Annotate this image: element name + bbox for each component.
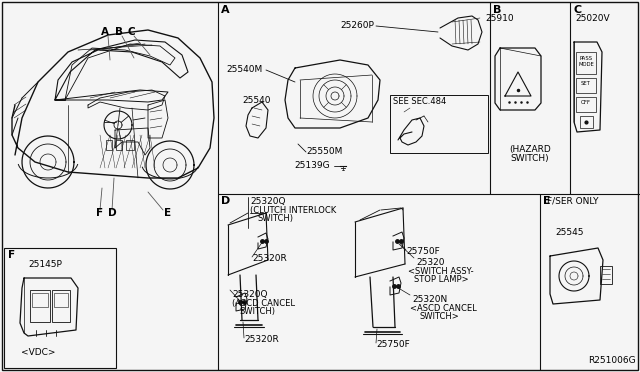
Text: OFF: OFF [581,100,591,105]
Text: 25320R: 25320R [252,254,287,263]
Text: 25320R: 25320R [244,335,279,344]
Bar [576,52,596,74]
Text: 25320N: 25320N [412,295,447,304]
Text: (ASCD CANCEL: (ASCD CANCEL [232,299,295,308]
Text: B: B [115,27,123,37]
Text: 25139G: 25139G [294,161,330,170]
Text: F: F [8,250,15,260]
Text: SEE SEC.484: SEE SEC.484 [393,97,446,106]
Bar [4,248,116,368]
Text: 25320Q: 25320Q [250,197,285,206]
Text: STOP LAMP>: STOP LAMP> [414,275,468,284]
Bar [30,290,50,322]
Text: 25260P: 25260P [340,22,374,31]
Text: <SWITCH ASSY-: <SWITCH ASSY- [408,267,474,276]
Text: E: E [164,208,172,218]
Bar [52,290,70,322]
Bar [126,140,134,150]
Text: 25540M: 25540M [226,65,262,74]
Text: B: B [493,5,501,15]
Bar [576,97,596,112]
Bar [576,78,596,93]
Text: SWITCH): SWITCH) [511,154,549,163]
Text: C: C [127,27,135,37]
Text: 25020V: 25020V [575,14,610,23]
Text: E: E [543,196,550,206]
Text: SET: SET [581,81,591,86]
Text: 25750F: 25750F [376,340,410,349]
Text: D: D [221,196,230,206]
Text: PASS
MODE: PASS MODE [578,56,594,67]
Text: 25550M: 25550M [306,148,342,157]
Text: SWITCH): SWITCH) [258,214,294,223]
Text: F/SER ONLY: F/SER ONLY [547,197,598,206]
Text: <VDC>: <VDC> [20,348,55,357]
Text: F: F [97,208,104,218]
Text: (HAZARD: (HAZARD [509,145,551,154]
Text: A: A [101,27,109,37]
Text: 25545: 25545 [555,228,584,237]
Text: 25750F: 25750F [406,247,440,256]
Text: R251006G: R251006G [588,356,636,365]
Text: A: A [221,5,230,15]
Text: 25320Q: 25320Q [232,290,268,299]
Text: D: D [108,208,116,218]
Bar [32,293,48,307]
Text: (CLUTCH INTERLOCK: (CLUTCH INTERLOCK [250,206,336,215]
Text: 25320: 25320 [416,258,445,267]
Bar [580,116,593,128]
Text: C: C [573,5,581,15]
Bar [106,140,112,150]
Bar [54,293,68,307]
Text: SWITCH>: SWITCH> [420,312,460,321]
Text: SWITCH): SWITCH) [240,307,276,316]
Text: 25910: 25910 [486,14,515,23]
Bar [116,140,122,150]
Bar [390,95,488,153]
Text: 25540: 25540 [242,96,271,105]
Bar [600,266,612,284]
Text: <ASCD CANCEL: <ASCD CANCEL [410,304,477,313]
Text: 25145P: 25145P [28,260,62,269]
